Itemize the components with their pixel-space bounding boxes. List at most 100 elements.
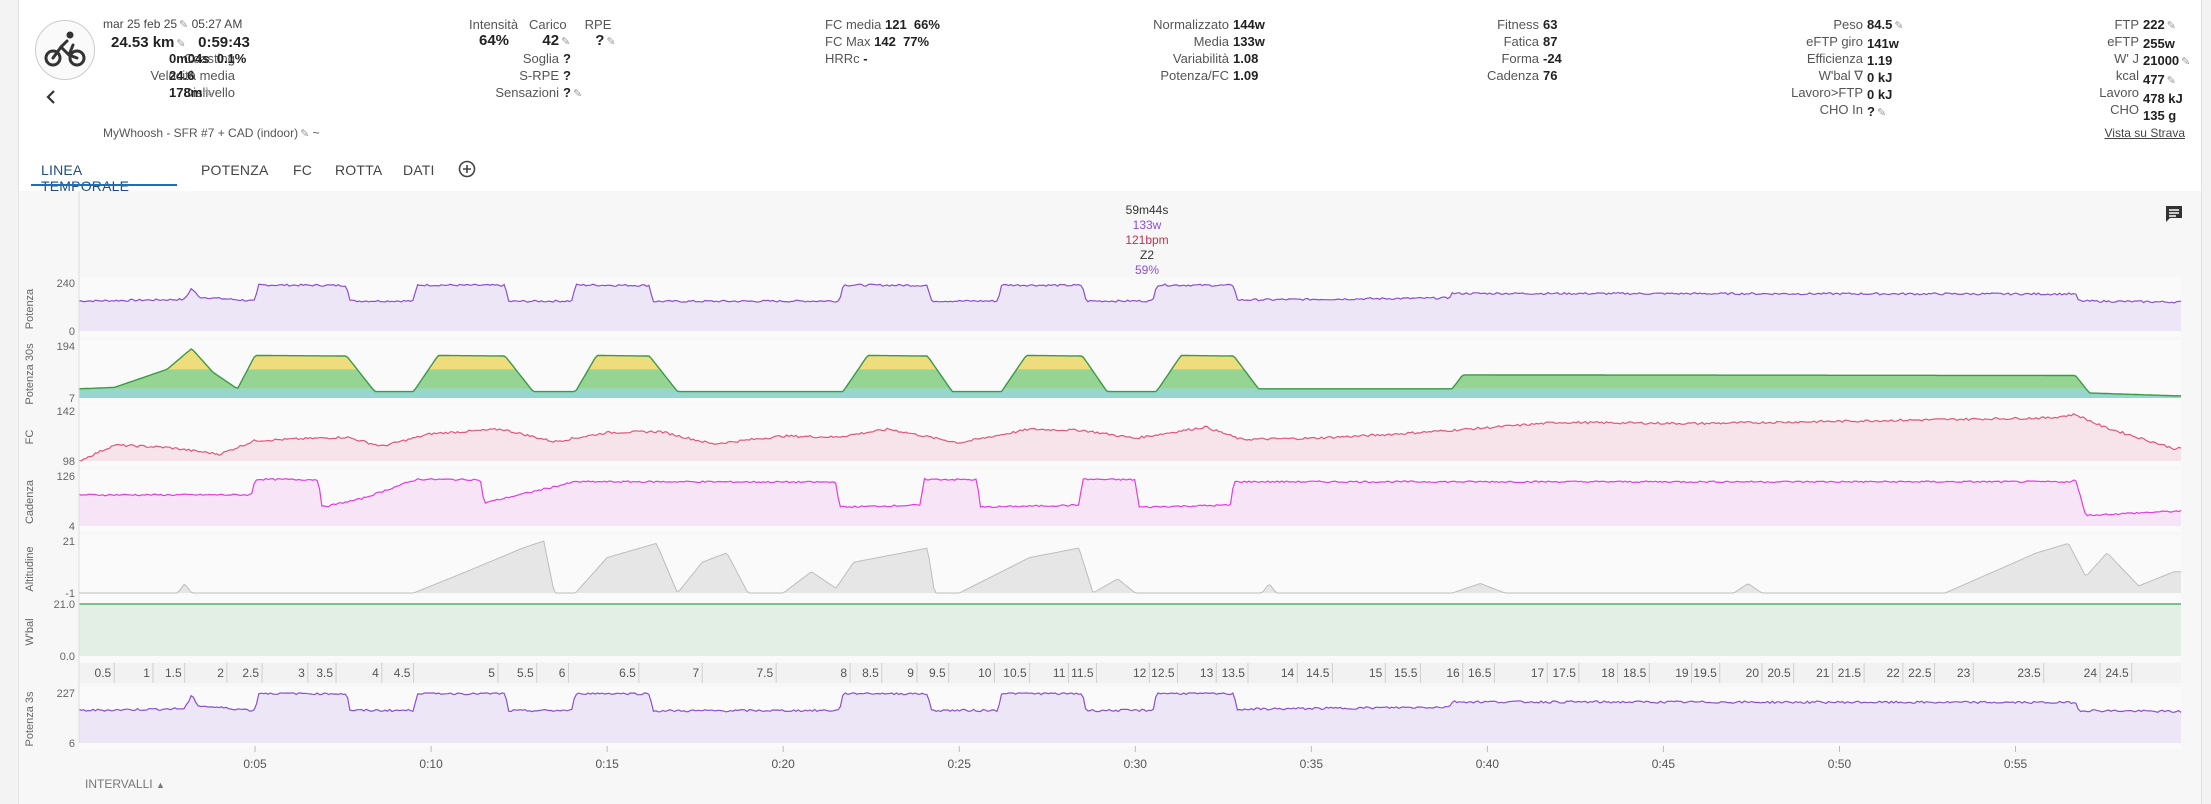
- activity-name[interactable]: MyWhoosh - SFR #7 + CAD (indoor): [103, 126, 299, 140]
- series-line-cadenza: [78, 477, 2182, 517]
- wbal-label: W'bal ∇: [1818, 68, 1863, 83]
- distance-tick-label: 1.5: [165, 666, 182, 680]
- distance-tick-label: 24: [2084, 666, 2098, 680]
- distance-tick-label: 5.5: [517, 666, 534, 680]
- hrrc-value: -: [863, 51, 868, 66]
- add-tab-icon: [458, 160, 476, 178]
- wbal-value: 0 kJ: [1867, 70, 1893, 85]
- y-tick-label: 194: [57, 341, 75, 353]
- kcal-value: 477: [2143, 72, 2165, 87]
- active-tab-underline: [31, 184, 177, 186]
- intensity-values-2: ? ? ? ✎: [563, 50, 582, 103]
- pencil-icon[interactable]: ✎: [176, 38, 186, 50]
- activity-avatar: [35, 20, 95, 80]
- intensita-label: Intensità: [469, 17, 519, 32]
- pencil-icon[interactable]: ✎: [2181, 56, 2191, 68]
- tab-potenza[interactable]: POTENZA: [201, 162, 269, 178]
- series-area-cadenza: [79, 478, 2181, 526]
- hover-zone: Z2: [1139, 248, 1154, 262]
- back-button[interactable]: [43, 88, 61, 106]
- timeline-chart[interactable]: 240 0 Potenza 194 7 Potenza 30s 142 98 FC 126 4 Cad…: [19, 191, 2201, 804]
- distance-tick-label: 20: [1746, 666, 1760, 680]
- intensity-labels-2: Soglia S-RPE Sensazioni: [459, 50, 559, 101]
- tab-rotta[interactable]: ROTTA: [335, 162, 383, 178]
- chevron-up-icon: ▲: [155, 780, 165, 790]
- normalizzato-value: 144w: [1233, 17, 1265, 32]
- cho-value: 135 g: [2143, 108, 2177, 123]
- lavoro-label: Lavoro: [2099, 85, 2139, 100]
- distance-tick-label: 8.5: [862, 666, 879, 680]
- tab-dati[interactable]: DATI: [403, 162, 435, 178]
- activity-time: 05:27 AM: [191, 17, 243, 31]
- intervals-toggle[interactable]: INTERVALLI ▲: [85, 777, 165, 791]
- time-tick-label: 0:15: [595, 757, 619, 771]
- lavoro-ftp-label: Lavoro>FTP: [1791, 85, 1863, 100]
- y-tick-label: 6: [69, 738, 75, 750]
- pencil-icon[interactable]: ✎: [179, 19, 189, 31]
- distance-tick-label: 13: [1200, 666, 1214, 680]
- y-tick-label: 7: [69, 393, 75, 405]
- forma-value: -24: [1543, 51, 1562, 66]
- pencil-icon[interactable]: ✎: [561, 36, 571, 48]
- pencil-icon[interactable]: ✎: [1894, 20, 1904, 32]
- back-arrow-icon: [46, 90, 55, 104]
- hover-pct: 59%: [1134, 263, 1160, 277]
- tab-linea-temporale[interactable]: LINEA TEMPORALE: [41, 162, 130, 194]
- pencil-icon[interactable]: ✎: [300, 128, 310, 140]
- pencil-icon[interactable]: ✎: [606, 36, 616, 48]
- soglia-value[interactable]: ?: [563, 51, 571, 66]
- distance-tick-label: 24.5: [2105, 666, 2129, 680]
- series-line-fc: [78, 412, 2182, 462]
- pencil-icon[interactable]: ✎: [2166, 20, 2176, 32]
- fitness-values: 63 87 -24 76: [1543, 16, 1562, 84]
- strava-link[interactable]: Vista su Strava: [2104, 126, 2185, 140]
- pencil-icon[interactable]: ✎: [2166, 75, 2176, 87]
- distance-tick-label: 6.5: [619, 666, 636, 680]
- eftp-value: 255w: [2143, 36, 2175, 51]
- series-line-potenza-3s: [78, 692, 2182, 713]
- distance-tick-label: 0.5: [95, 666, 112, 680]
- ftp-label: FTP: [2114, 17, 2139, 32]
- cho-label: CHO: [2110, 102, 2139, 117]
- distance-tick-label: 10: [978, 666, 992, 680]
- pencil-icon[interactable]: ✎: [204, 88, 214, 100]
- fitness-value: 63: [1543, 17, 1558, 32]
- coasting-value: 0m04s: [169, 51, 210, 66]
- comment-button[interactable]: [2163, 203, 2185, 225]
- time-tick-label: 0:10: [419, 757, 443, 771]
- coasting-label: Coasting: [183, 51, 235, 66]
- activity-summary: mar 25 feb 25 ✎ 05:27 AM 24.53 km ✎ 0:59:4…: [103, 16, 303, 53]
- carico-label: Carico: [529, 17, 567, 32]
- pencil-icon[interactable]: ✎: [1876, 107, 1887, 119]
- tab-fc[interactable]: FC: [293, 162, 313, 178]
- distance-tick-label: 8: [840, 666, 847, 680]
- distance-tick-label: 20.5: [1767, 666, 1791, 680]
- distance-tick-label: 19: [1675, 666, 1689, 680]
- activity-card: mar 25 feb 25 ✎ 05:27 AM 24.53 km ✎ 0:59:4…: [18, 0, 2202, 804]
- series-area-altitudine: [79, 541, 2181, 593]
- time-tick-label: 0:40: [1476, 757, 1500, 771]
- pencil-icon[interactable]: ✎: [572, 88, 583, 100]
- distance-tick-label: 12: [1133, 666, 1147, 680]
- add-tab-button[interactable]: [457, 159, 477, 179]
- y-tick-label: 0.0: [60, 651, 75, 663]
- y-tick-label: 4: [69, 521, 75, 533]
- series-label: W'bal: [24, 618, 36, 645]
- rpe-label: RPE: [584, 17, 612, 32]
- sensazioni-value[interactable]: ?: [563, 85, 571, 100]
- variabilita-value: 1.08: [1233, 51, 1259, 66]
- time-tick-label: 0:55: [2004, 757, 2028, 771]
- intensity-values: 64% 42 ✎ ? ✎: [479, 32, 616, 49]
- efficienza-value: 1.19: [1867, 53, 1893, 68]
- activity-duration: 0:59:43: [198, 34, 250, 51]
- bike-icon: [44, 31, 86, 67]
- intensity-block: Intensità Carico RPE: [469, 16, 611, 33]
- fc-media-pct: 66%: [913, 17, 940, 32]
- distance-tick-label: 11: [1053, 666, 1066, 680]
- rpe-value[interactable]: ?: [595, 32, 605, 49]
- cho-in-value[interactable]: ?: [1867, 104, 1875, 119]
- distance-tick-label: 11.5: [1071, 666, 1094, 680]
- power-labels: Normalizzato Media Variabilità Potenza/F…: [1099, 16, 1229, 84]
- time-tick-label: 0:45: [1652, 757, 1676, 771]
